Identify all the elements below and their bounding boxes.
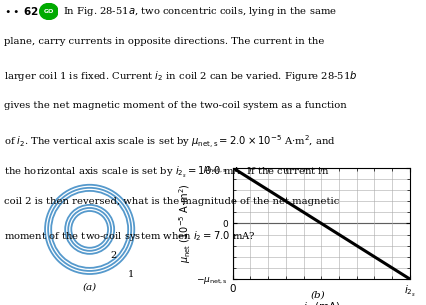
Text: (b): (b) [310, 290, 325, 300]
Text: gives the net magnetic moment of the two-coil system as a function: gives the net magnetic moment of the two… [4, 101, 346, 110]
Text: the horizontal axis scale is set by $i_{2_s} = 10.0$ mA. If the current in: the horizontal axis scale is set by $i_{… [4, 165, 329, 180]
Text: (a): (a) [82, 283, 97, 292]
Text: 1: 1 [128, 270, 134, 279]
Text: moment of the two-coil system when $i_2 = 7.0$ mA?: moment of the two-coil system when $i_2 … [4, 229, 256, 243]
Text: coil 2 is then reversed, what is the magnitude of the net magnetic: coil 2 is then reversed, what is the mag… [4, 197, 339, 206]
Y-axis label: $\mu_{\rm net}$ (10$^{-5}$ A⋅m$^2$): $\mu_{\rm net}$ (10$^{-5}$ A⋅m$^2$) [177, 184, 193, 263]
X-axis label: $i_2$ (mA): $i_2$ (mA) [302, 300, 339, 305]
Text: plane, carry currents in opposite directions. The current in the: plane, carry currents in opposite direct… [4, 37, 324, 46]
Text: $\bullet\bullet$: $\bullet\bullet$ [4, 5, 20, 15]
Circle shape [40, 3, 58, 20]
Text: In Fig. 28-51$a$, two concentric coils, lying in the same: In Fig. 28-51$a$, two concentric coils, … [63, 5, 337, 18]
Text: $\mathbf{62}$: $\mathbf{62}$ [23, 5, 39, 16]
Text: of $i_2$. The vertical axis scale is set by $\mu_{\rm net,s} = 2.0 \times 10^{-5: of $i_2$. The vertical axis scale is set… [4, 133, 335, 149]
Text: GO: GO [43, 9, 54, 14]
Text: 2: 2 [110, 251, 117, 260]
Text: larger coil 1 is fixed. Current $i_2$ in coil 2 can be varied. Figure 28-51$b$: larger coil 1 is fixed. Current $i_2$ in… [4, 69, 357, 83]
